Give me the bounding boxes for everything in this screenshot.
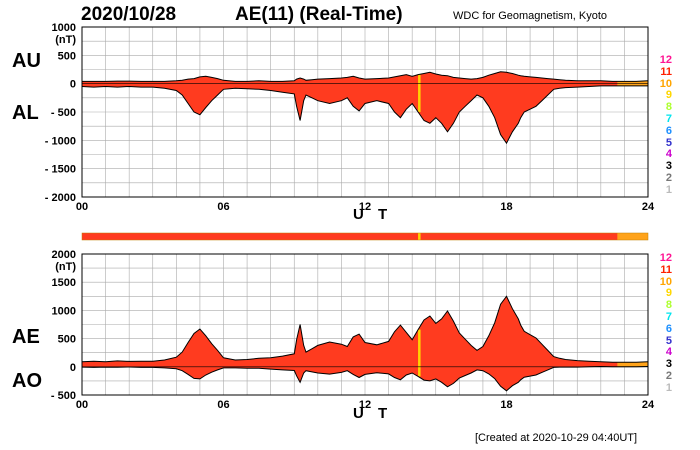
legend-item: 5 <box>665 136 672 149</box>
plot-frame <box>81 26 649 198</box>
y-tick-label: 1500 <box>52 277 76 289</box>
legend-item: 2 <box>665 171 672 184</box>
plot-frame <box>81 253 649 396</box>
created-timestamp: [Created at 2020-10-29 04:40UT] <box>475 432 638 444</box>
y-tick-label: 500 <box>58 334 76 346</box>
legend-item: 11 <box>660 263 672 276</box>
au-al-panel: 1000 500 0 - 500 - 1000 - 1500 - 2000 (nT) 00 06 1… <box>45 22 655 213</box>
x-tick-label: 00 <box>76 201 88 213</box>
y-tick-label: - 1000 <box>45 135 76 147</box>
series-line-ao <box>81 365 649 392</box>
chart-date: 2020/10/28 <box>81 4 177 25</box>
area-fill <box>82 71 648 144</box>
area-fill <box>82 296 648 391</box>
legend-item: 3 <box>665 160 672 173</box>
legend-item: 8 <box>665 299 672 312</box>
legend-item: 9 <box>665 89 672 102</box>
y-tick-label: - 2000 <box>45 192 76 204</box>
legend-item: 2 <box>665 369 672 382</box>
legend-item: 6 <box>665 124 672 137</box>
legend-item: 11 <box>660 65 672 78</box>
legend-item: 3 <box>665 358 672 371</box>
y-tick-label: - 500 <box>51 107 76 119</box>
legend-item: 10 <box>659 77 672 90</box>
y-tick-label: 1000 <box>52 22 76 34</box>
au-label: AU <box>12 50 41 72</box>
y-tick-label: 0 <box>70 79 76 91</box>
legend-item: 6 <box>665 322 672 335</box>
strip-frame <box>81 232 649 241</box>
legend-item: 12 <box>659 252 672 264</box>
station-count-legend-top: 12 11 10 9 8 7 6 5 4 3 2 1 <box>650 54 672 197</box>
x-tick-label: 12 <box>359 399 371 411</box>
ao-label: AO <box>12 370 42 392</box>
legend-item: 5 <box>665 334 672 347</box>
y-tick-label: - 1500 <box>45 164 76 176</box>
x-tick-label: 00 <box>76 399 88 411</box>
y-tick-label: 500 <box>58 50 76 62</box>
coverage-marker <box>418 74 421 112</box>
ae-ao-panel: 2000 1500 1000 500 0 - 500 (nT) 00 06 12 18 24 <box>51 249 655 411</box>
x-tick-label: 12 <box>359 201 371 213</box>
legend-item: 1 <box>665 381 672 394</box>
legend-item: 12 <box>659 54 672 66</box>
series-line-ae <box>81 295 649 363</box>
data-source: WDC for Geomagnetism, Kyoto <box>453 10 608 22</box>
y-tick-label: 2000 <box>52 249 76 261</box>
legend-item: 9 <box>665 287 672 300</box>
partial-coverage-area <box>617 361 648 367</box>
legend-item: 7 <box>665 112 672 125</box>
strip-marker <box>418 233 421 240</box>
x-axis-label-bottom: U T <box>353 405 393 422</box>
x-axis-label-top: U T <box>353 206 393 223</box>
strip-partial-segment <box>617 233 648 240</box>
series-line-al <box>81 85 648 145</box>
y-tick-label: 0 <box>70 362 76 374</box>
x-tick-label: 06 <box>217 399 229 411</box>
y-tick-label: 1000 <box>52 305 76 317</box>
legend-item: 10 <box>659 275 672 288</box>
legend-item: 7 <box>665 310 672 323</box>
x-tick-label: 24 <box>642 399 655 411</box>
y-axis-unit-label: (nT) <box>55 261 76 273</box>
series-line-au <box>82 71 649 82</box>
coverage-marker <box>418 329 421 377</box>
x-tick-label: 06 <box>217 201 229 213</box>
station-count-legend-bottom: 12 11 10 9 8 7 6 5 4 3 2 1 <box>650 252 672 395</box>
legend-item: 8 <box>665 101 672 114</box>
chart-title: AE(11) (Real-Time) <box>235 4 403 25</box>
al-label: AL <box>12 102 39 124</box>
ae-label: AE <box>12 326 40 348</box>
y-tick-label: - 500 <box>51 390 76 402</box>
y-axis-unit-label: (nT) <box>55 34 76 46</box>
x-tick-label: 24 <box>642 201 655 213</box>
legend-item: 4 <box>665 346 672 359</box>
legend-item: 4 <box>665 148 672 161</box>
x-tick-label: 18 <box>500 399 512 411</box>
data-quality-strip <box>82 233 648 240</box>
legend-item: 1 <box>665 183 672 196</box>
x-tick-label: 18 <box>500 201 512 213</box>
